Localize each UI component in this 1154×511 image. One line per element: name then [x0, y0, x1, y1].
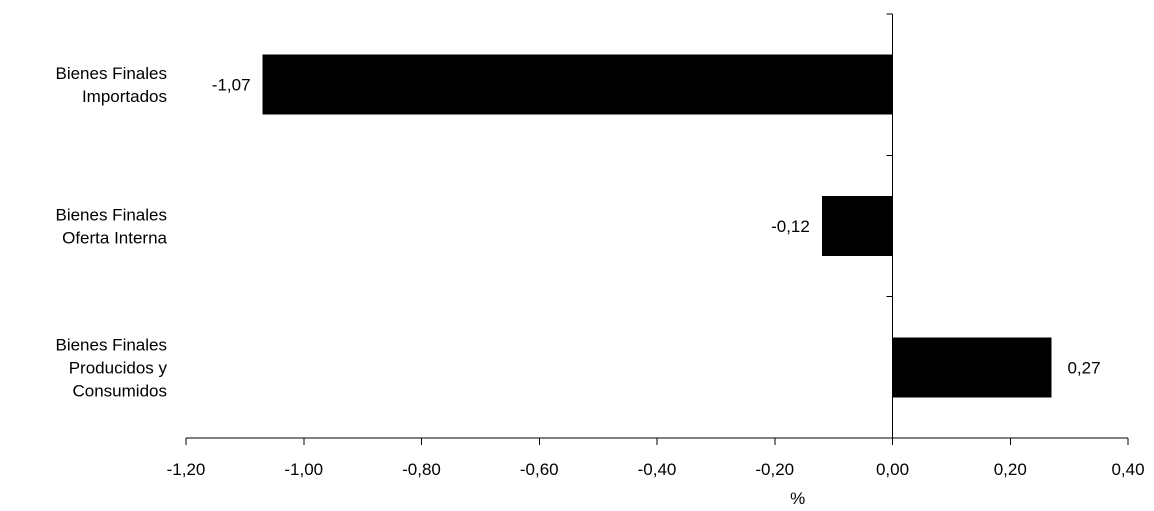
x-axis-title: %	[790, 489, 805, 506]
category-label-2-line-2: Consumidos	[73, 381, 168, 400]
data-label-0: -1,07	[212, 76, 251, 95]
x-tick-label-7: 0,20	[994, 460, 1027, 479]
labels-layer: -1,07 -0,12 0,27 -1,20 -1,00 -0,80 -0,60 -0,40 -…	[55, 64, 1144, 508]
category-label-1: Bienes Finales Oferta Interna	[55, 206, 167, 248]
category-label-1-line-0: Bienes Finales	[55, 206, 167, 225]
x-tick-label-2: -0,80	[402, 460, 441, 479]
bar-0	[262, 54, 893, 115]
x-tick-label-6: 0,00	[876, 460, 909, 479]
category-label-0-line-0: Bienes Finales	[55, 64, 167, 83]
x-tick-label-0: -1,20	[167, 460, 206, 479]
category-label-2: Bienes Finales Producidos y Consumidos	[55, 335, 167, 400]
x-tick-label-3: -0,60	[520, 460, 559, 479]
category-label-1-line-1: Oferta Interna	[62, 229, 167, 248]
bar-1	[821, 196, 893, 256]
data-label-1: -0,12	[771, 217, 810, 236]
axes-layer	[185, 13, 1129, 445]
x-tick-label-8: 0,40	[1111, 460, 1144, 479]
category-label-2-line-0: Bienes Finales	[55, 335, 167, 354]
category-label-0: Bienes Finales Importados	[55, 64, 167, 106]
bar-2	[892, 337, 1052, 398]
bars-layer	[262, 54, 1052, 398]
data-label-2: 0,27	[1067, 358, 1100, 377]
x-tick-label-5: -0,20	[755, 460, 794, 479]
x-tick-label-1: -1,00	[284, 460, 323, 479]
category-label-2-line-1: Producidos y	[69, 358, 168, 377]
x-tick-label-4: -0,40	[638, 460, 677, 479]
category-label-0-line-1: Importados	[82, 87, 167, 106]
